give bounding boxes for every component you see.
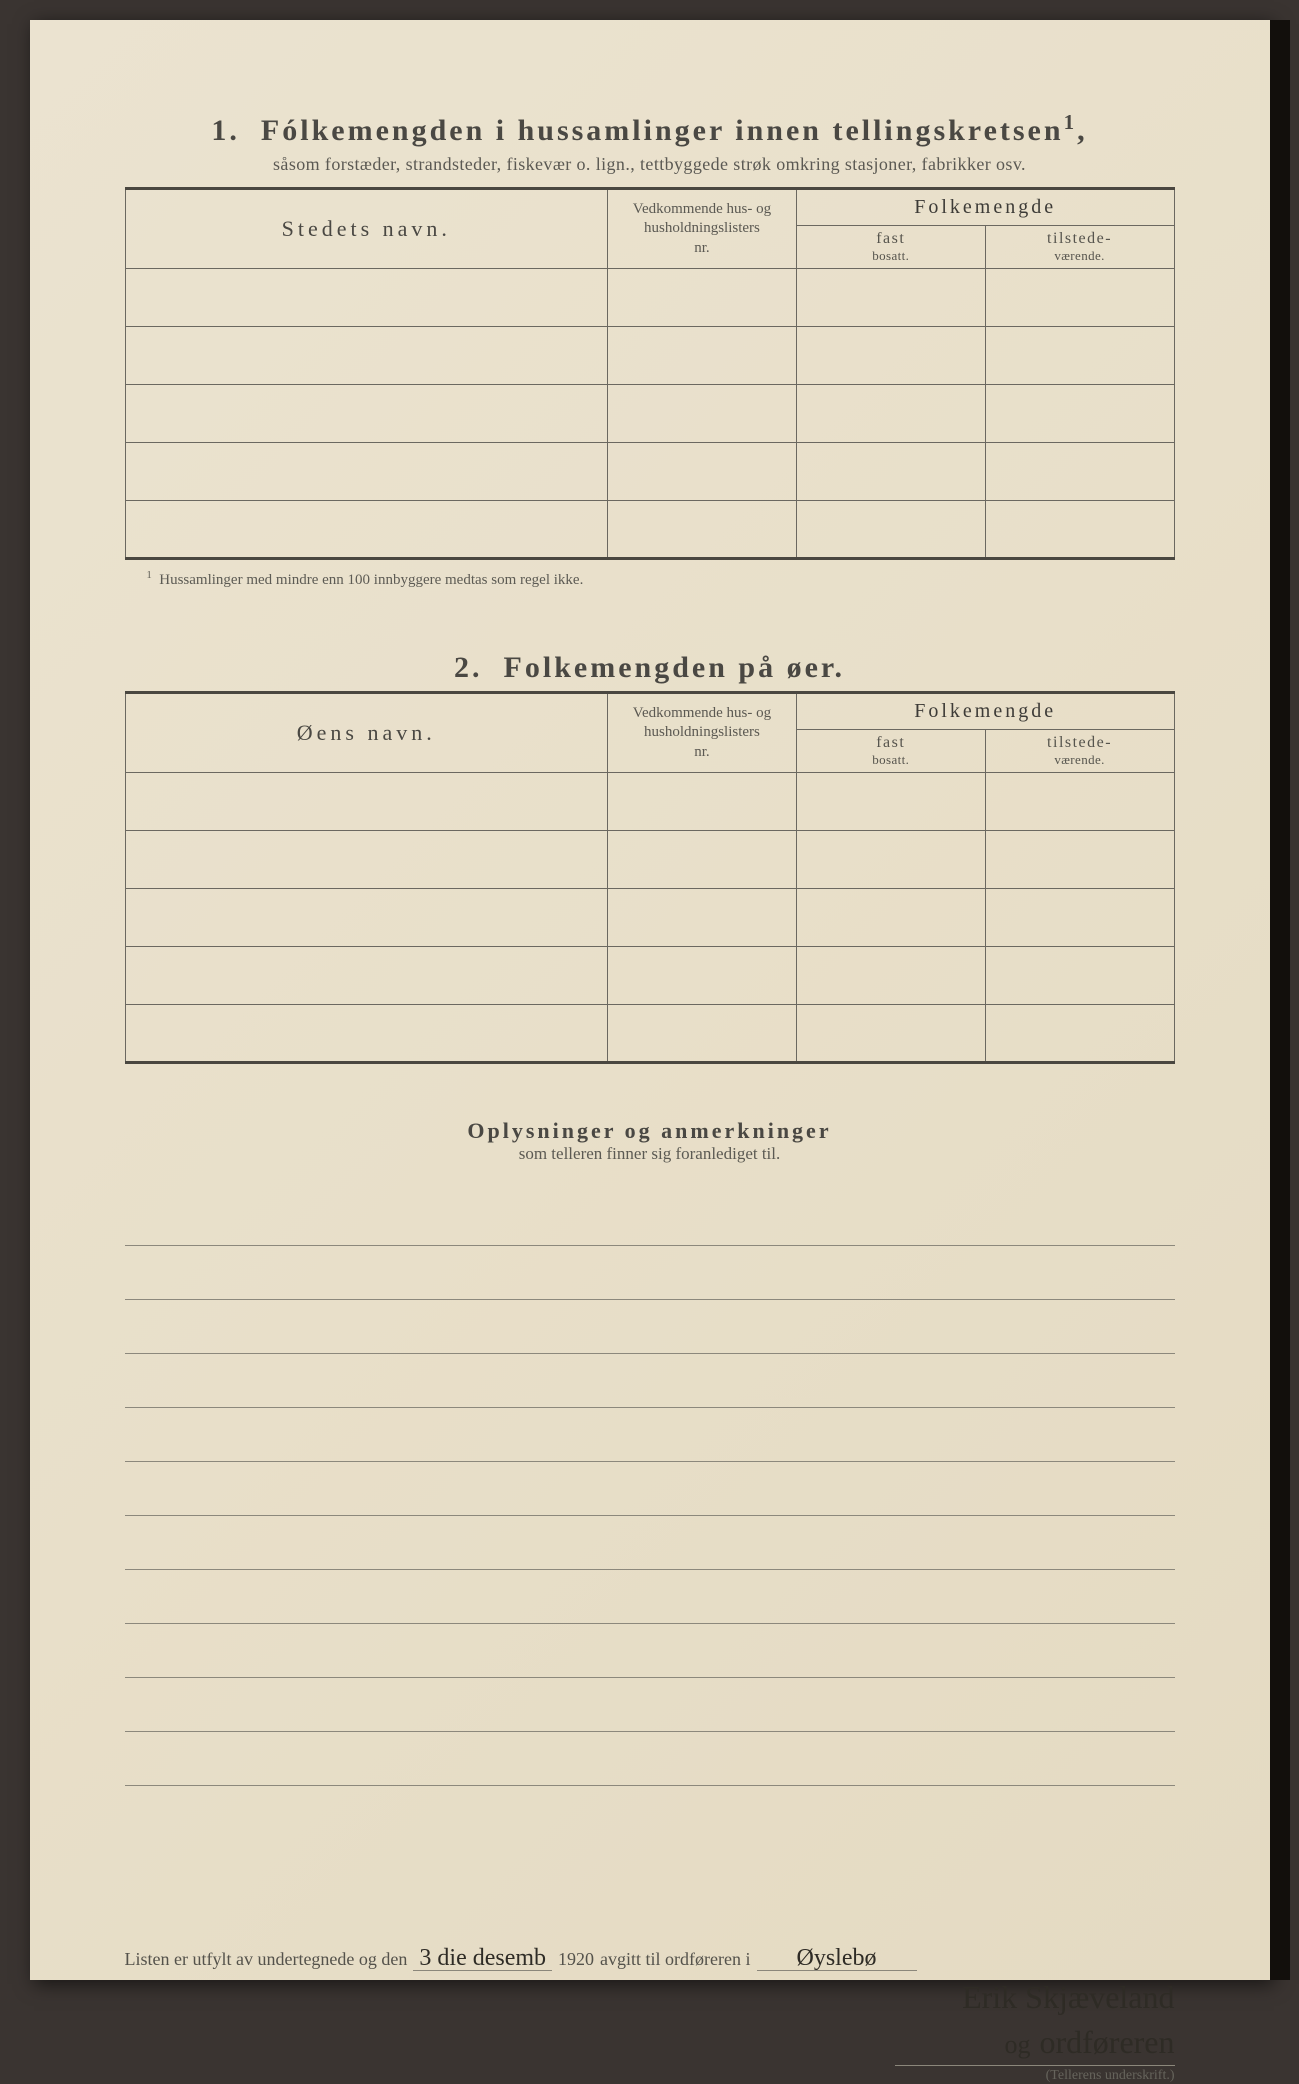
- section2-number: 2.: [454, 651, 483, 684]
- section1-title-text: Fólkemengden i hussamlinger innen tellin…: [261, 114, 1064, 147]
- census-form-page: 1. Fólkemengden i hussamlinger innen tel…: [30, 20, 1270, 1980]
- col-folkemengde2: Folkemengde: [796, 693, 1174, 730]
- col-ref-l1: Vedkommende hus- og: [633, 201, 771, 217]
- col2-ref-l3: nr.: [694, 744, 709, 760]
- sig-day-text: 3 die: [419, 1945, 466, 1971]
- table-row: [125, 773, 1174, 831]
- col-folkemengde: Folkemengde: [796, 189, 1174, 226]
- table-row: [125, 889, 1174, 947]
- table-row: [125, 831, 1174, 889]
- table-row: [125, 1005, 1174, 1063]
- section1-subtitle: såsom forstæder, strandsteder, fiskevær …: [125, 154, 1175, 175]
- col-fast: fastbosatt.: [796, 226, 985, 269]
- col-ref-l3: nr.: [694, 240, 709, 256]
- section2-table: Øens navn. Vedkommende hus- og husholdni…: [125, 691, 1175, 1064]
- table-row: [125, 269, 1174, 327]
- scan-edge: [1270, 20, 1290, 1980]
- sig-caption: (Tellerens underskrift.): [895, 2065, 1175, 2084]
- section2-title-text: Folkemengden på øer.: [504, 651, 845, 684]
- col-fast-l1: fast: [876, 230, 905, 247]
- footnote-text: Hussamlinger med mindre enn 100 innbygge…: [159, 572, 583, 588]
- ruled-line: [125, 1192, 1175, 1246]
- ruled-line: [125, 1354, 1175, 1408]
- sig-day: 3 die desemb: [413, 1946, 552, 1971]
- remarks-title: Oplysninger og anmerkninger: [125, 1118, 1175, 1144]
- ruled-line: [125, 1516, 1175, 1570]
- ruled-line: [125, 1624, 1175, 1678]
- sig-role: ordføreren: [1039, 2024, 1174, 2060]
- section1: 1. Fólkemengden i hussamlinger innen tel…: [125, 110, 1175, 589]
- ruled-line: [125, 1732, 1175, 1786]
- section1-number: 1.: [211, 114, 240, 147]
- table-row: [125, 385, 1174, 443]
- ruled-line: [125, 1300, 1175, 1354]
- remarks-lines: [125, 1192, 1175, 1786]
- sig-mid: avgitt til ordføreren i: [600, 1949, 750, 1970]
- sig-month-text: desemb: [473, 1945, 546, 1971]
- section1-body: [125, 269, 1174, 559]
- col-tilst-l1: tilstede-: [1047, 230, 1112, 247]
- col-ref-l2: husholdningslisters: [644, 220, 760, 236]
- sig-prefix: Listen er utfylt av undertegnede og den: [125, 1949, 408, 1970]
- section1-table: Stedets navn. Vedkommende hus- og hushol…: [125, 187, 1175, 560]
- col-tilstede: tilstede-værende.: [985, 226, 1174, 269]
- sig-role-prefix: og: [1004, 2030, 1030, 2059]
- col2-ref-l1: Vedkommende hus- og: [633, 705, 771, 721]
- signature-block: Listen er utfylt av undertegnede og den …: [125, 1946, 1175, 2084]
- table-row: [125, 501, 1174, 559]
- col2-tilst-l2: værende.: [990, 752, 1170, 768]
- section2-body: [125, 773, 1174, 1063]
- col-tilstede2: tilstede-værende.: [985, 730, 1174, 773]
- table-row: [125, 327, 1174, 385]
- section1-footnote: 1 Hussamlinger med mindre enn 100 innbyg…: [147, 570, 1175, 589]
- col2-fast-l1: fast: [876, 734, 905, 751]
- ruled-line: [125, 1462, 1175, 1516]
- col-stedets-navn: Stedets navn.: [125, 189, 608, 269]
- signature-line: Listen er utfylt av undertegnede og den …: [125, 1946, 1175, 1971]
- table-row: [125, 443, 1174, 501]
- table-row: [125, 947, 1174, 1005]
- col2-fast-l2: bosatt.: [801, 752, 981, 768]
- ruled-line: [125, 1678, 1175, 1732]
- col2-ref-l2: husholdningslisters: [644, 724, 760, 740]
- col-tilst-l2: værende.: [990, 248, 1170, 264]
- ruled-line: [125, 1246, 1175, 1300]
- sig-role-line: og ordføreren: [125, 2024, 1175, 2061]
- sig-name: Erik Skjæveland: [962, 1979, 1174, 2015]
- footnote-marker: 1: [147, 570, 152, 581]
- section1-title: 1. Fólkemengden i hussamlinger innen tel…: [125, 110, 1175, 148]
- col-oens-navn: Øens navn.: [125, 693, 608, 773]
- sig-place: Øyslebø: [757, 1946, 917, 1971]
- section2: 2. Folkemengden på øer. Øens navn. Vedko…: [125, 651, 1175, 1064]
- sig-year: 1920: [558, 1949, 594, 1970]
- col2-tilst-l1: tilstede-: [1047, 734, 1112, 751]
- col-hus-ref2: Vedkommende hus- og husholdningslisters …: [608, 693, 797, 773]
- col-hus-ref: Vedkommende hus- og husholdningslisters …: [608, 189, 797, 269]
- section1-title-sup: 1: [1064, 110, 1078, 134]
- col-fast-l2: bosatt.: [801, 248, 981, 264]
- sig-name-line: Erik Skjæveland: [125, 1979, 1175, 2016]
- ruled-line: [125, 1408, 1175, 1462]
- ruled-line: [125, 1570, 1175, 1624]
- remarks-subtitle: som telleren finner sig foranlediget til…: [125, 1144, 1175, 1164]
- col-fast2: fastbosatt.: [796, 730, 985, 773]
- section2-title: 2. Folkemengden på øer.: [125, 651, 1175, 685]
